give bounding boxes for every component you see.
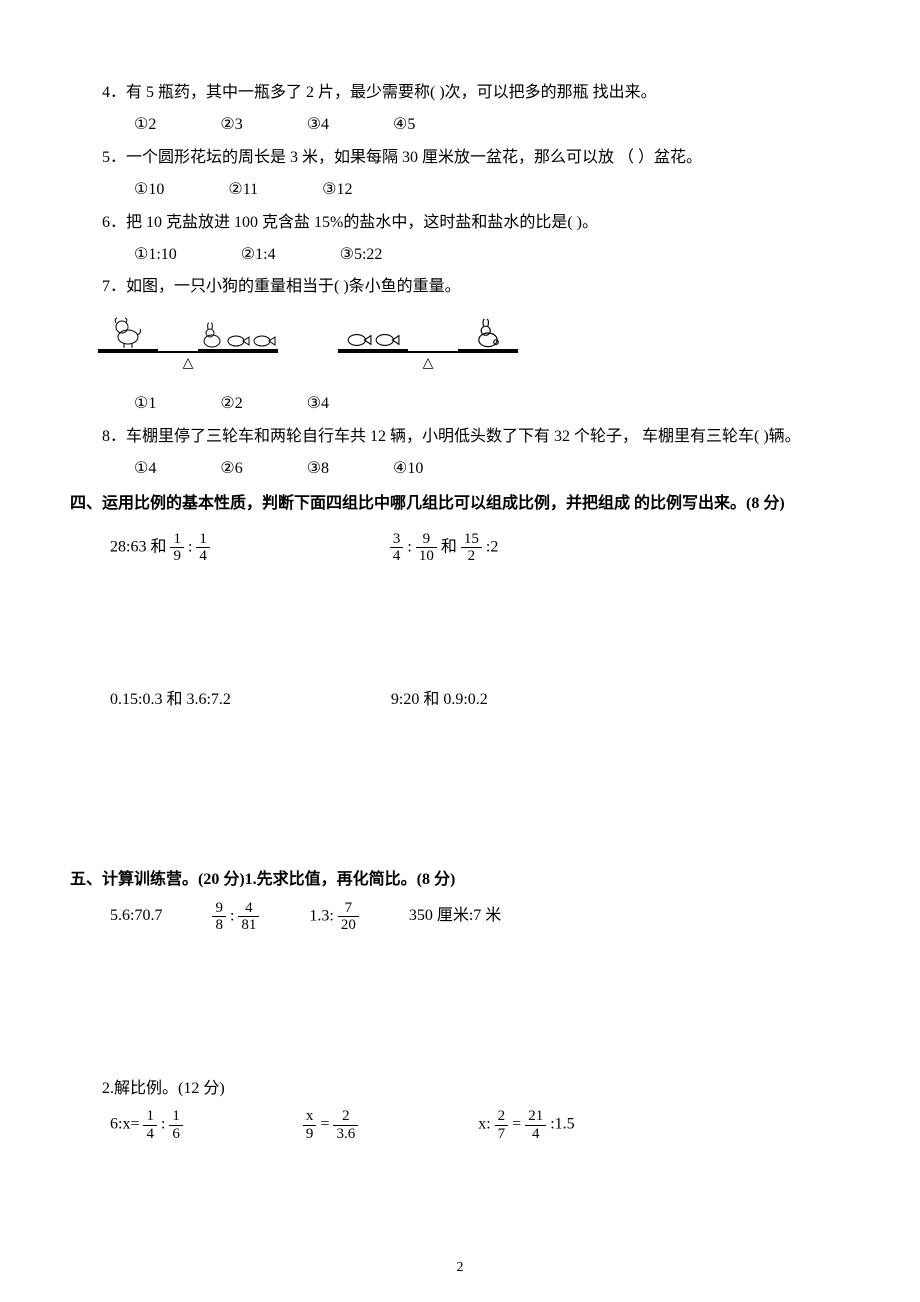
question-8-options: ①4 ②6 ③8 ④10 [70,454,850,484]
q6-opt2: ②1:4 [209,240,276,270]
ratio-item-1: 28:63 和 19 : 14 [110,531,210,565]
q8-opt4: ④10 [361,454,423,484]
fulcrum-icon: △ [423,351,434,378]
question-7-options: ①1 ②2 ③4 [70,389,850,419]
section-4-header: 四、运用比例的基本性质，判断下面四组比中哪几组比可以组成比例，并把组成 的比例写… [70,489,850,519]
section-4-row1: 28:63 和 19 : 14 34 : 910 和 152 :2 [110,531,850,565]
q6-opt3: ③5:22 [308,240,383,270]
fish-icon [226,333,250,349]
q4-opt4: ④5 [361,110,415,140]
fulcrum-icon: △ [183,351,194,378]
solve-item-a: 6:x= 14 : 16 [110,1108,183,1142]
page-number: 2 [457,1255,464,1282]
question-7: 7．如图，一只小狗的重量相当于( )条小鱼的重量。 [70,272,850,302]
question-6-options: ①1:10 ②1:4 ③5:22 [70,240,850,270]
section-5-row2: 6:x= 14 : 16 x9 = 23.6 x: 27 = 214 :1.5 [110,1108,850,1142]
fish-icon [252,333,276,349]
fish-icon [346,331,372,349]
ratio-item-3: 0.15:0.3 和 3.6:7.2 [110,685,231,715]
q7-opt3: ③4 [275,389,329,419]
question-6: 6．把 10 克盐放进 100 克含盐 15%的盐水中，这时盐和盐水的比是( )… [70,208,850,238]
question-8: 8．车棚里停了三轮车和两轮自行车共 12 辆，小明低头数了下有 32 个轮子， … [70,422,850,452]
solve-item-c: x: 27 = 214 :1.5 [478,1108,574,1142]
q4-opt1: ①2 [102,110,156,140]
q7-opt2: ②2 [188,389,242,419]
rabbit-icon [200,321,224,349]
section-5-sub2: 2.解比例。(12 分) [70,1074,850,1104]
dog-icon [110,315,146,349]
q8-opt3: ③8 [275,454,329,484]
ratio-item-2: 34 : 910 和 152 :2 [390,531,498,565]
q5-opt1: ①10 [102,175,164,205]
question-4-options: ①2 ②3 ③4 ④5 [70,110,850,140]
fish-icon [374,331,400,349]
question-5: 5．一个圆形花坛的周长是 3 米，如果每隔 30 厘米放一盆花，那么可以放 （ … [70,143,850,173]
section-5-row1: 5.6:70.7 98 : 481 1.3: 720 350 厘米:7 米 [110,900,850,934]
ratio-item-4: 9:20 和 0.9:0.2 [391,685,488,715]
section-5-header: 五、计算训练营。(20 分)1.先求比值，再化简比。(8 分) [70,865,850,895]
balance-right: △ [338,311,518,378]
balance-figure: △ [98,311,850,378]
calc-item-b: 98 : 481 [212,900,259,934]
q8-opt1: ①4 [102,454,156,484]
section-4-row2: 0.15:0.3 和 3.6:7.2 9:20 和 0.9:0.2 [110,685,850,715]
question-5-options: ①10 ②11 ③12 [70,175,850,205]
calc-item-d: 350 厘米:7 米 [409,901,501,931]
q4-opt2: ②3 [188,110,242,140]
solve-item-b: x9 = 23.6 [303,1108,358,1142]
q7-opt1: ①1 [102,389,156,419]
q4-opt3: ③4 [275,110,329,140]
balance-left: △ [98,311,278,378]
q5-opt3: ③12 [290,175,352,205]
q5-opt2: ②11 [196,175,258,205]
calc-item-c: 1.3: 720 [309,900,358,934]
question-4: 4．有 5 瓶药，其中一瓶多了 2 片，最少需要称( )次，可以把多的那瓶 找出… [70,78,850,108]
calc-item-a: 5.6:70.7 [110,901,162,931]
q8-opt2: ②6 [188,454,242,484]
q6-opt1: ①1:10 [102,240,177,270]
rabbit-icon [473,317,503,349]
